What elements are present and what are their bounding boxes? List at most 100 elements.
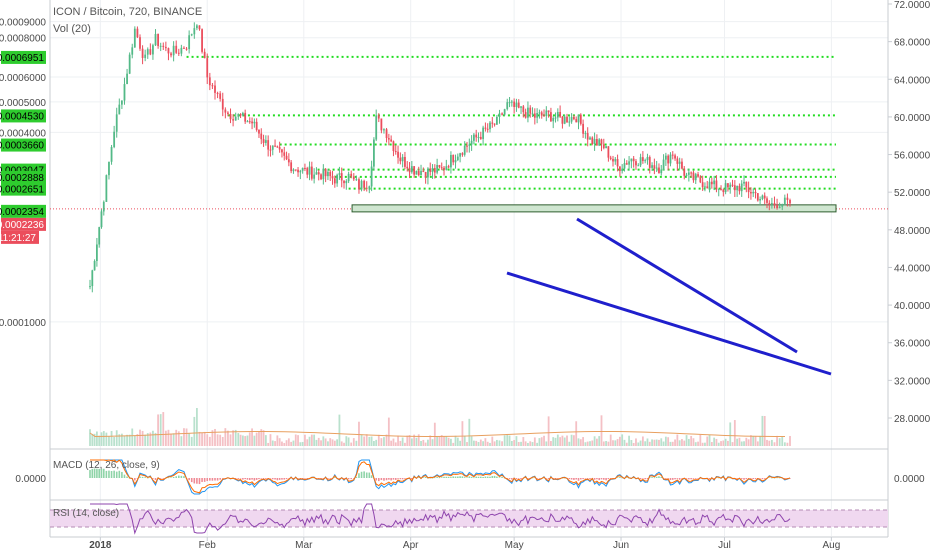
candle-body (392, 141, 395, 152)
volume-bar (201, 432, 203, 446)
volume-bar (736, 438, 739, 446)
volume-bar (630, 440, 633, 446)
support-zone[interactable] (351, 204, 837, 213)
volume-bar (246, 435, 249, 446)
volume-bar (329, 438, 332, 446)
candle-body (778, 206, 781, 209)
support-zone-box[interactable] (351, 204, 837, 213)
last-price-badge[interactable]: 0.0002236 (0, 217, 46, 231)
candle-body (221, 98, 224, 110)
level-badge[interactable]: 0.0003660 (0, 138, 46, 152)
volume-bar (128, 434, 131, 446)
level-badge[interactable]: 0.0006951 (0, 50, 46, 64)
candle-body (612, 158, 614, 162)
rsi-legend[interactable]: RSI (14, close) (53, 508, 119, 519)
lower-trend-line[interactable] (506, 271, 832, 376)
candle-body (623, 163, 626, 169)
volume-bar (529, 441, 532, 446)
macd-histogram-bar (743, 478, 745, 480)
candle-body (681, 161, 683, 169)
candle-body (120, 100, 123, 105)
volume-bar (664, 436, 667, 446)
candle-body (336, 174, 339, 184)
left-price-axis[interactable]: 0.0009000 0.0008000 0.0006000 0.0005000 0.00… (0, 18, 46, 485)
candle-body (761, 195, 764, 200)
candle-body (232, 119, 235, 121)
macd-histogram-bar (660, 476, 663, 478)
macd-histogram-bar (543, 477, 545, 479)
macd-histogram-bar (347, 478, 350, 480)
macd-legend[interactable]: MACD (12, 26, close, 9) (53, 460, 160, 471)
volume-bar (644, 441, 647, 446)
volume-bar (463, 435, 466, 446)
candle-body (618, 166, 621, 172)
macd-histogram-bar (468, 476, 471, 478)
volume-bar (715, 438, 718, 446)
macd-histogram-bar (274, 478, 276, 480)
level-badge[interactable]: 0.0002888 (0, 170, 46, 184)
level-badge-label: 0.0002354 (0, 207, 44, 218)
macd-histogram-bar (183, 476, 185, 478)
candle-body (408, 168, 411, 173)
macd-histogram-bar (134, 478, 136, 481)
trend-lines[interactable] (506, 217, 832, 376)
macd-histogram-bar (422, 477, 425, 478)
candle-body (463, 145, 466, 155)
macd-histogram-bar (678, 478, 681, 480)
symbol-title[interactable]: ICON / Bitcoin, 720, BINANCE (53, 6, 202, 18)
macd-histogram-bar (524, 477, 527, 479)
right-price-axis[interactable]: 72.0000 68.0000 64.0000 60.0000 56.0000 52.00… (888, 0, 931, 485)
volume-bar (108, 436, 110, 446)
macd-histogram-bar (545, 478, 548, 479)
macd-histogram-bar (320, 478, 322, 479)
candle-body (543, 115, 545, 117)
volume-legend[interactable]: Vol (20) (53, 23, 91, 35)
candle-body (515, 102, 518, 107)
level-badge[interactable]: 0.0002354 (0, 204, 46, 218)
volume-bar (91, 433, 94, 446)
volume-bar (612, 440, 614, 446)
time-axis[interactable]: 2018 Feb Mar Apr May Jun Jul Aug (89, 537, 840, 551)
macd-histogram-bar (580, 478, 582, 480)
candle-body (170, 53, 172, 56)
right-axis-tick-label: 60.0000 (894, 113, 931, 124)
volume-bar (420, 441, 422, 446)
macd-histogram-bar (653, 477, 656, 479)
candle-body (264, 140, 267, 143)
level-badge[interactable]: 0.0004530 (0, 109, 46, 123)
candle-body (258, 129, 260, 134)
macd-histogram-bar (355, 476, 358, 478)
volume-bar (392, 438, 395, 446)
volume-bar (93, 433, 96, 446)
candle-body (373, 139, 375, 167)
level-badge[interactable]: 0.0002651 (0, 182, 46, 196)
volume-bar (706, 436, 709, 446)
macd-histogram-bar (759, 478, 761, 479)
volume-bar (699, 434, 702, 446)
volume-bar (294, 434, 297, 446)
support-resistance-levels[interactable] (50, 55, 888, 210)
candle-body (333, 178, 336, 184)
volume-bar (383, 437, 385, 446)
macd-histogram-bar (531, 477, 534, 479)
volume-bar (495, 439, 498, 446)
volume-bar (188, 433, 191, 446)
macd-histogram-bar (152, 478, 154, 479)
candle-body (641, 157, 644, 161)
upper-trend-line[interactable] (576, 217, 798, 354)
macd-histogram-bar (139, 476, 141, 478)
candle-body (768, 202, 771, 205)
candle-body (595, 138, 598, 146)
volume-bar (486, 441, 489, 446)
volume-bar (183, 428, 185, 446)
candle-body (724, 183, 727, 193)
volume-bar (561, 435, 564, 446)
volume-bar (754, 436, 757, 446)
candle-body (141, 48, 144, 58)
candle-body (687, 172, 690, 175)
volume-bar (789, 435, 791, 446)
macd-histogram-bar (285, 478, 288, 480)
volume-bar (380, 438, 383, 446)
candle-body (517, 102, 520, 108)
